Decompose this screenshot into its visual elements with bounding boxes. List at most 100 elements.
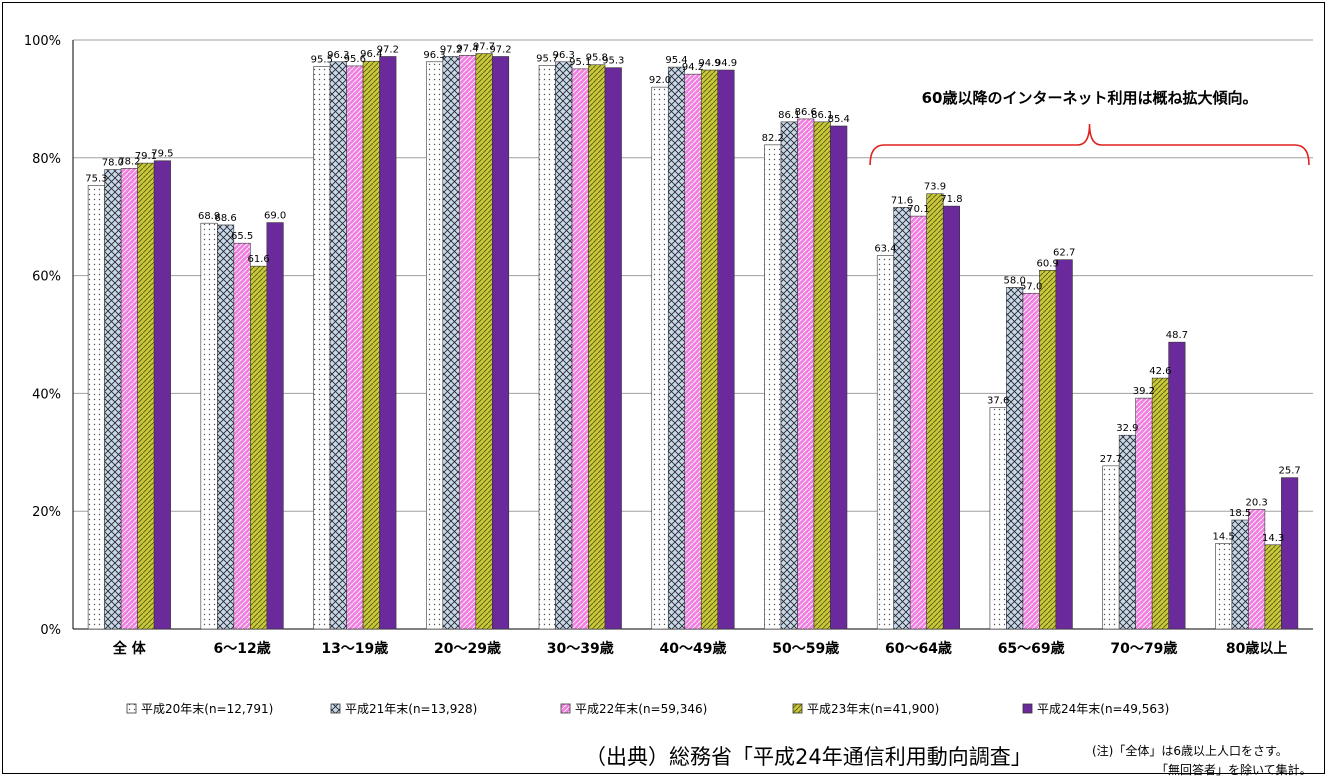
data-label: 68.6 xyxy=(214,213,236,224)
data-label: 82.2 xyxy=(762,133,784,144)
bar xyxy=(1281,477,1299,630)
bar xyxy=(346,65,364,630)
data-label: 79.1 xyxy=(135,151,157,162)
data-label: 32.9 xyxy=(1116,423,1138,434)
bar xyxy=(797,118,815,630)
data-label: 95.4 xyxy=(665,55,687,66)
bar-chart: 75.3 78.078.279.179.5 68.968.6 65.5 61.6 69.0… xyxy=(24,34,1313,716)
bar xyxy=(1151,377,1169,630)
bar xyxy=(250,265,268,630)
note-line-1: (注)「全体」は6歳以上人口をさす。 xyxy=(1092,744,1288,758)
bar xyxy=(1039,269,1057,630)
bar xyxy=(475,53,493,630)
x-tick-label: 20～29歳 xyxy=(434,640,501,657)
bar xyxy=(425,61,444,630)
legend-swatch xyxy=(560,703,571,714)
bar xyxy=(87,185,105,630)
data-label: 18.5 xyxy=(1229,508,1251,519)
bar xyxy=(104,169,122,630)
bar xyxy=(1168,341,1186,630)
data-label: 73.9 xyxy=(924,182,946,193)
legend-label: 平成22年末(n=59,346) xyxy=(575,702,707,716)
y-tick-label: 100% xyxy=(24,34,61,49)
x-tick-label: 40～49歳 xyxy=(660,640,727,657)
data-label: 79.5 xyxy=(151,149,173,160)
bar xyxy=(813,121,831,630)
bar xyxy=(684,73,702,630)
data-label: 63.4 xyxy=(874,244,896,255)
bar xyxy=(200,222,218,630)
data-label: 97.2 xyxy=(440,44,462,55)
data-label: 97.7 xyxy=(473,42,495,53)
x-tick-label: 60～64歳 xyxy=(885,640,952,657)
data-label: 86.6 xyxy=(795,107,817,118)
data-label: 14.5 xyxy=(1213,532,1235,543)
data-label: 95.5 xyxy=(311,55,333,66)
bar xyxy=(266,222,284,630)
bar xyxy=(538,65,556,630)
bar xyxy=(458,55,477,630)
data-label: 62.7 xyxy=(1053,248,1075,259)
data-label: 94.9 xyxy=(698,58,720,69)
data-label: 58.0 xyxy=(1004,275,1026,286)
data-label: 96.4 xyxy=(360,49,382,60)
bar xyxy=(1006,287,1024,630)
y-tick-label: 80% xyxy=(32,152,61,167)
data-label: 48.7 xyxy=(1166,330,1188,341)
data-label: 60.9 xyxy=(1037,258,1059,269)
bar xyxy=(893,206,911,630)
data-label: 20.3 xyxy=(1246,497,1268,508)
legend-label: 平成21年末(n=13,928) xyxy=(345,702,477,716)
data-label: 27.7 xyxy=(1100,454,1122,465)
data-label: 97.2 xyxy=(377,44,399,55)
bar xyxy=(217,224,235,630)
data-label: 71.6 xyxy=(891,195,913,206)
bar xyxy=(588,64,606,630)
x-tick-label: 80歳以上 xyxy=(1226,640,1287,657)
data-label: 78.2 xyxy=(118,156,140,167)
data-label: 70.1 xyxy=(907,204,929,215)
legend-swatch xyxy=(126,703,137,714)
bar xyxy=(120,168,138,630)
data-label: 42.6 xyxy=(1149,366,1171,377)
data-label: 71.8 xyxy=(940,194,962,205)
data-label: 95.7 xyxy=(536,53,558,64)
bar xyxy=(651,86,669,630)
data-label: 94.2 xyxy=(682,62,704,73)
data-label: 39.2 xyxy=(1133,386,1155,397)
bar xyxy=(1264,544,1282,630)
data-label: 68.9 xyxy=(198,211,220,222)
data-label: 78.0 xyxy=(102,158,124,169)
data-label: 65.5 xyxy=(231,231,253,242)
data-label: 95.3 xyxy=(602,56,624,67)
x-tick-label: 13～19歳 xyxy=(321,640,388,657)
bar xyxy=(876,255,895,630)
legend-label: 平成24年末(n=49,563) xyxy=(1037,702,1169,716)
data-label: 95.8 xyxy=(586,53,608,64)
data-label: 14.3 xyxy=(1262,533,1284,544)
bar xyxy=(491,56,510,630)
source-citation: （出典）総務省「平成24年通信利用動向調査」 xyxy=(585,745,1032,769)
bar xyxy=(137,162,155,630)
x-tick-label: 全 体 xyxy=(112,640,147,657)
bar xyxy=(1248,509,1266,630)
data-label: 95.1 xyxy=(569,57,591,68)
bar xyxy=(1102,465,1120,630)
bar xyxy=(764,144,782,630)
data-label: 61.6 xyxy=(247,254,269,265)
bar xyxy=(555,61,573,630)
annotation-text: 60歳以降のインターネット利用は概ね拡大傾向。 xyxy=(922,89,1258,107)
x-tick-label: 50～59歳 xyxy=(772,640,839,657)
legend-swatch xyxy=(1022,703,1033,714)
y-tick-label: 40% xyxy=(32,387,61,402)
legend-swatch xyxy=(330,703,341,714)
bar xyxy=(830,125,848,630)
bar xyxy=(153,160,171,630)
data-label: 95.6 xyxy=(344,54,366,65)
data-label: 85.4 xyxy=(828,114,850,125)
data-label: 75.3 xyxy=(85,173,107,184)
bar xyxy=(942,205,961,630)
bar xyxy=(1055,259,1073,630)
annotation-brace xyxy=(869,123,1310,166)
